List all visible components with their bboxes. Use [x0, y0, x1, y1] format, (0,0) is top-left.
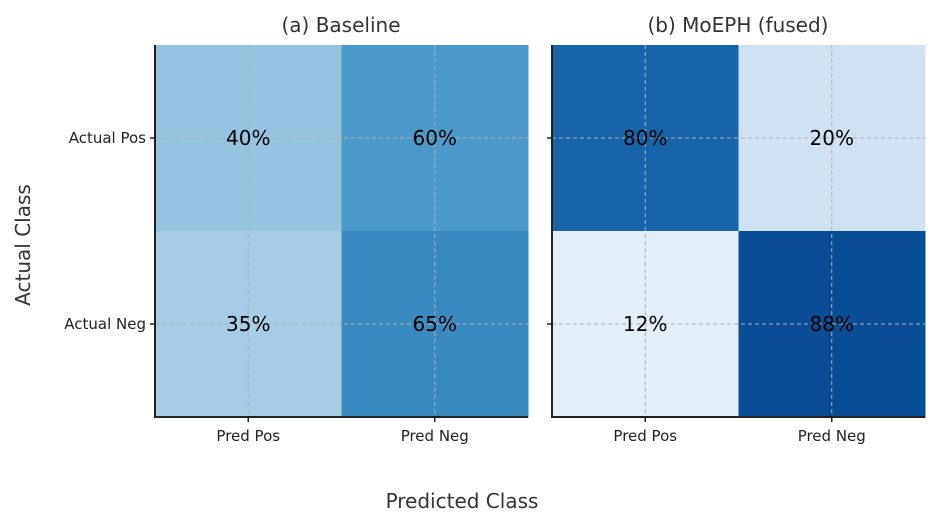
panel-title: (b) MoEPH (fused) — [648, 13, 829, 37]
x-tick-label: Pred Neg — [798, 427, 866, 445]
y-tick-label: Actual Pos — [69, 129, 146, 147]
panel-moeph: (b) MoEPH (fused) 80% 20% 12% 88% Pred Pos Pr… — [547, 13, 926, 445]
cell-value-label: 80% — [623, 126, 667, 150]
cell-value-label: 40% — [226, 126, 270, 150]
x-axis-label: Predicted Class — [386, 489, 539, 513]
cell-value-label: 65% — [413, 312, 457, 336]
y-tick-label: Actual Neg — [64, 315, 146, 333]
x-tick-label: Pred Neg — [401, 427, 469, 445]
cell-value-label: 12% — [623, 312, 667, 336]
y-axis-label: Actual Class — [11, 184, 35, 306]
cell-value-label: 35% — [226, 312, 270, 336]
cell-value-label: 20% — [810, 126, 854, 150]
panel-title: (a) Baseline — [281, 13, 400, 37]
panel-baseline: (a) Baseline 40% 60% 35% 65% Pred Pos Pred Ne… — [64, 13, 529, 445]
cell-value-label: 60% — [413, 126, 457, 150]
x-tick-label: Pred Pos — [216, 427, 280, 445]
x-tick-label: Pred Pos — [613, 427, 677, 445]
cell-value-label: 88% — [810, 312, 854, 336]
